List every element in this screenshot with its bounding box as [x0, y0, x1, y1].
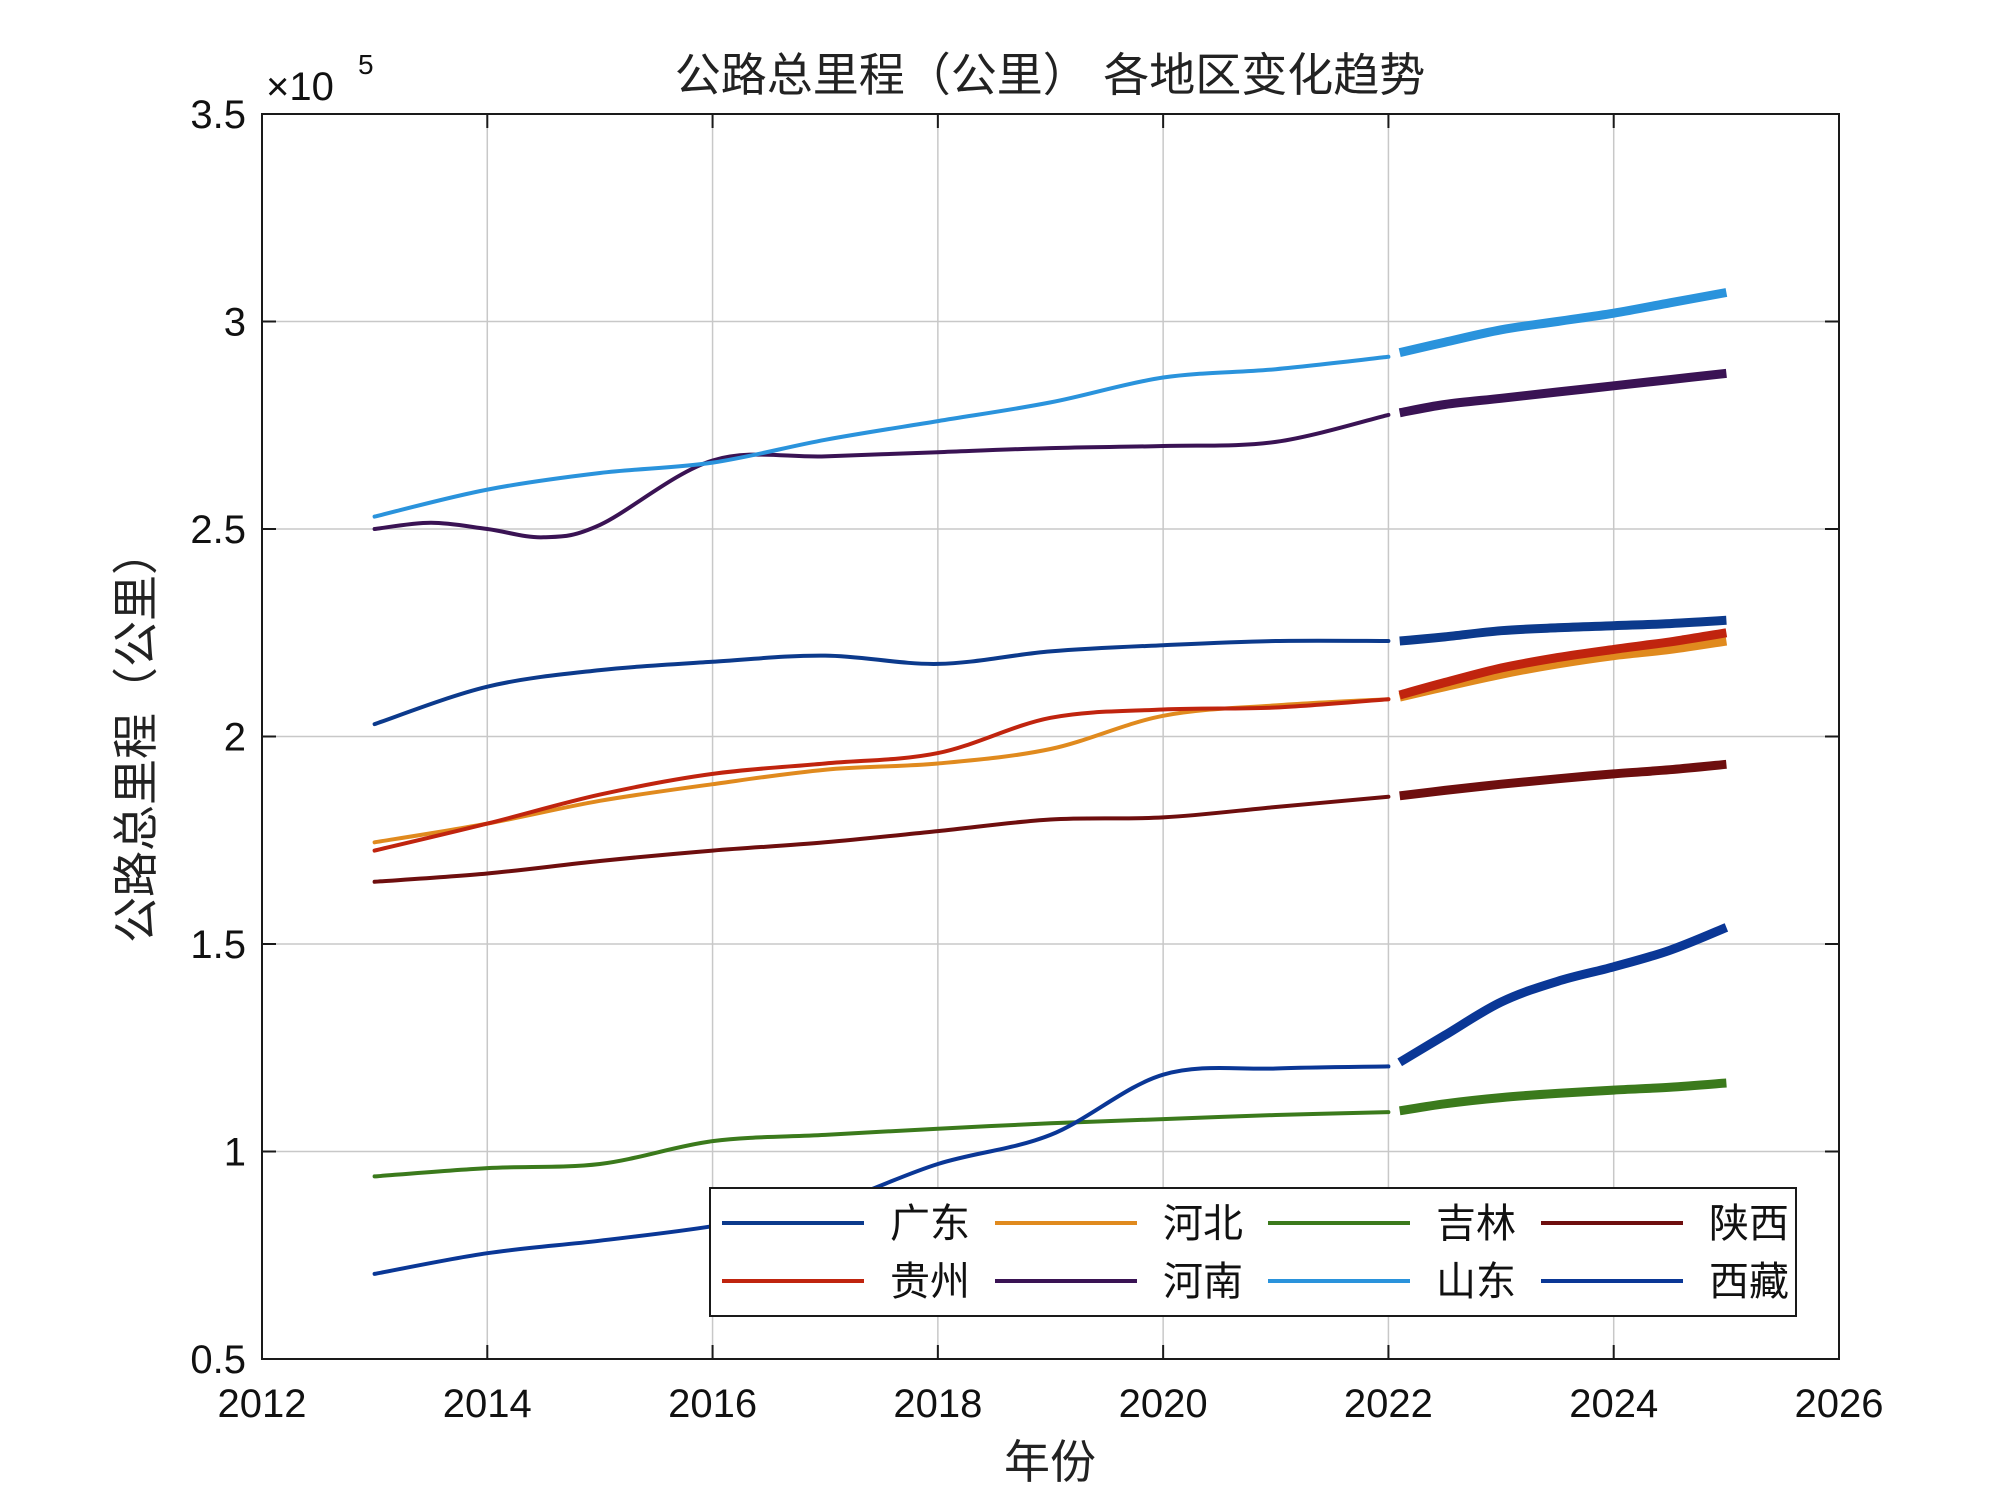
series-line-forecast	[1398, 628, 1728, 700]
series-line-forecast	[1398, 368, 1727, 418]
y-tick-label: 1.5	[190, 923, 246, 967]
series-line-historical	[372, 354, 1391, 519]
y-multiplier-exponent: 5	[358, 49, 374, 80]
legend-item-山东: 山东	[1268, 1259, 1516, 1305]
x-tick-label: 2020	[1119, 1382, 1208, 1426]
series-line-historical	[372, 1110, 1391, 1179]
series-广东	[372, 615, 1727, 727]
legend-item-广东: 广东	[722, 1201, 970, 1247]
x-axis-title: 年份	[1004, 1435, 1096, 1489]
axis-ticks: 2012 2014 2016 2018 2020 2022 2024 2026 0.5 1 1.5 2…	[190, 93, 1883, 1426]
series-西藏	[372, 923, 1729, 1276]
x-tick-label: 2026	[1795, 1382, 1884, 1426]
legend-item-河北: 河北	[995, 1201, 1243, 1247]
grid-lines	[262, 114, 1839, 1359]
y-tick-label: 2	[224, 716, 246, 760]
legend-label: 吉林	[1436, 1201, 1516, 1247]
series-line-historical	[372, 412, 1391, 540]
legend-item-河南: 河南	[995, 1259, 1243, 1305]
y-multiplier: ×10 5	[266, 49, 374, 109]
legend-item-吉林: 吉林	[1268, 1201, 1516, 1247]
series-河南	[372, 368, 1727, 540]
series-line-historical	[372, 638, 1391, 727]
y-tick-label: 0.5	[190, 1338, 246, 1382]
series-贵州	[372, 628, 1728, 853]
series-line-forecast	[1398, 288, 1728, 357]
legend-label: 西藏	[1709, 1259, 1789, 1305]
x-tick-label: 2022	[1344, 1382, 1433, 1426]
x-tick-label: 2014	[443, 1382, 532, 1426]
legend-item-西藏: 西藏	[1541, 1259, 1789, 1305]
series-line-historical	[372, 794, 1391, 884]
y-axis-title: 公路总里程（公里）	[109, 529, 163, 943]
chart-title: 公路总里程（公里） 各地区变化趋势	[675, 48, 1426, 102]
x-tick-label: 2012	[218, 1382, 307, 1426]
series-山东	[372, 288, 1728, 519]
series-吉林	[372, 1078, 1727, 1179]
series-line-forecast	[1397, 923, 1729, 1067]
legend-label: 河南	[1163, 1259, 1243, 1305]
x-tick-label: 2018	[893, 1382, 982, 1426]
y-multiplier-base: ×10	[266, 65, 334, 109]
legend-item-陕西: 陕西	[1541, 1201, 1789, 1247]
legend-label: 广东	[890, 1201, 970, 1247]
series-陕西	[372, 759, 1727, 884]
series-line-forecast	[1399, 615, 1727, 646]
legend-label: 陕西	[1709, 1201, 1789, 1247]
series-lines	[372, 288, 1729, 1276]
legend-label: 贵州	[890, 1259, 970, 1305]
x-tick-label: 2024	[1569, 1382, 1658, 1426]
y-tick-label: 1	[224, 1131, 246, 1175]
y-tick-label: 2.5	[190, 508, 246, 552]
x-tick-label: 2016	[668, 1382, 757, 1426]
legend-item-贵州: 贵州	[722, 1259, 970, 1305]
legend-label: 山东	[1436, 1259, 1516, 1305]
series-line-historical	[372, 697, 1391, 853]
series-line-forecast	[1399, 1078, 1727, 1116]
y-tick-label: 3.5	[190, 93, 246, 137]
legend-box	[709, 1187, 1797, 1317]
legend-label: 河北	[1163, 1201, 1243, 1247]
series-line-historical	[372, 1064, 1391, 1276]
series-line-forecast	[1399, 759, 1727, 801]
y-tick-label: 3	[224, 301, 246, 345]
